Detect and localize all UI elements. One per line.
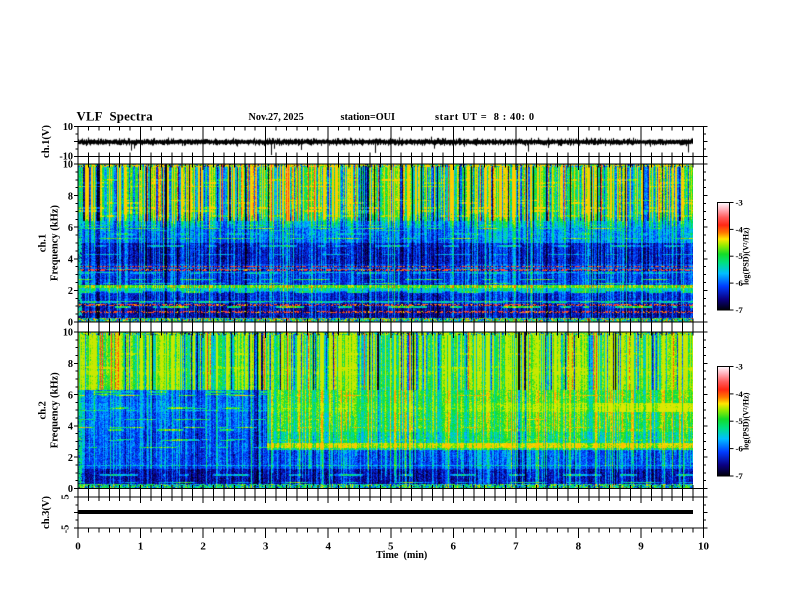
svg-text:10: 10 bbox=[698, 541, 710, 553]
svg-text:8: 8 bbox=[576, 541, 582, 553]
svg-text:8: 8 bbox=[68, 191, 73, 202]
svg-text:Nov.27, 2025: Nov.27, 2025 bbox=[249, 112, 304, 123]
svg-text:-4: -4 bbox=[736, 389, 744, 399]
svg-text:Frequency (kHz): Frequency (kHz) bbox=[50, 205, 61, 281]
svg-text:log(PSD)(V²/Hz): log(PSD)(V²/Hz) bbox=[742, 392, 751, 450]
svg-text:6: 6 bbox=[68, 390, 73, 401]
svg-text:-5: -5 bbox=[736, 416, 744, 426]
svg-text:-3: -3 bbox=[736, 198, 744, 208]
svg-text:station=OUI: station=OUI bbox=[341, 112, 396, 123]
svg-text:9: 9 bbox=[638, 541, 644, 553]
svg-text:2: 2 bbox=[68, 286, 73, 297]
svg-text:3: 3 bbox=[263, 541, 269, 553]
svg-text:10: 10 bbox=[63, 328, 73, 339]
svg-text:Time (min): Time (min) bbox=[376, 550, 427, 561]
svg-text:-10: -10 bbox=[59, 152, 73, 163]
svg-text:4: 4 bbox=[325, 541, 331, 553]
svg-text:6: 6 bbox=[451, 541, 457, 553]
svg-text:2: 2 bbox=[200, 541, 206, 553]
svg-text:8: 8 bbox=[68, 359, 73, 370]
svg-text:-5: -5 bbox=[736, 251, 744, 261]
svg-text:ch.1(V): ch.1(V) bbox=[41, 125, 52, 158]
svg-text:-5: -5 bbox=[61, 525, 72, 534]
svg-text:0: 0 bbox=[75, 541, 81, 553]
svg-text:-7: -7 bbox=[736, 305, 744, 315]
svg-text:start UT = 8 : 40: 0: start UT = 8 : 40: 0 bbox=[435, 112, 535, 123]
svg-text:10: 10 bbox=[63, 122, 73, 133]
svg-text:-7: -7 bbox=[736, 471, 744, 481]
svg-text:7: 7 bbox=[513, 541, 519, 553]
svg-text:1: 1 bbox=[138, 541, 144, 553]
svg-text:-6: -6 bbox=[736, 278, 744, 288]
svg-text:2: 2 bbox=[68, 453, 73, 464]
svg-text:log(PSD)(V²/Hz): log(PSD)(V²/Hz) bbox=[742, 227, 751, 285]
svg-text:-3: -3 bbox=[736, 362, 744, 372]
svg-text:VLF Spectra: VLF Spectra bbox=[77, 110, 154, 124]
svg-text:4: 4 bbox=[68, 422, 73, 433]
svg-text:5: 5 bbox=[61, 494, 72, 499]
svg-text:5: 5 bbox=[388, 541, 394, 553]
svg-text:ch.1: ch.1 bbox=[38, 234, 49, 252]
svg-text:-6: -6 bbox=[736, 444, 744, 454]
svg-text:-4: -4 bbox=[736, 224, 744, 234]
svg-text:10: 10 bbox=[63, 160, 73, 171]
svg-text:ch.2: ch.2 bbox=[38, 401, 49, 419]
svg-text:0: 0 bbox=[68, 318, 73, 329]
svg-text:ch.3(V): ch.3(V) bbox=[41, 496, 52, 529]
svg-text:0: 0 bbox=[68, 484, 73, 495]
svg-text:4: 4 bbox=[68, 255, 73, 266]
svg-text:6: 6 bbox=[68, 223, 73, 234]
svg-text:Frequency (kHz): Frequency (kHz) bbox=[50, 372, 61, 448]
